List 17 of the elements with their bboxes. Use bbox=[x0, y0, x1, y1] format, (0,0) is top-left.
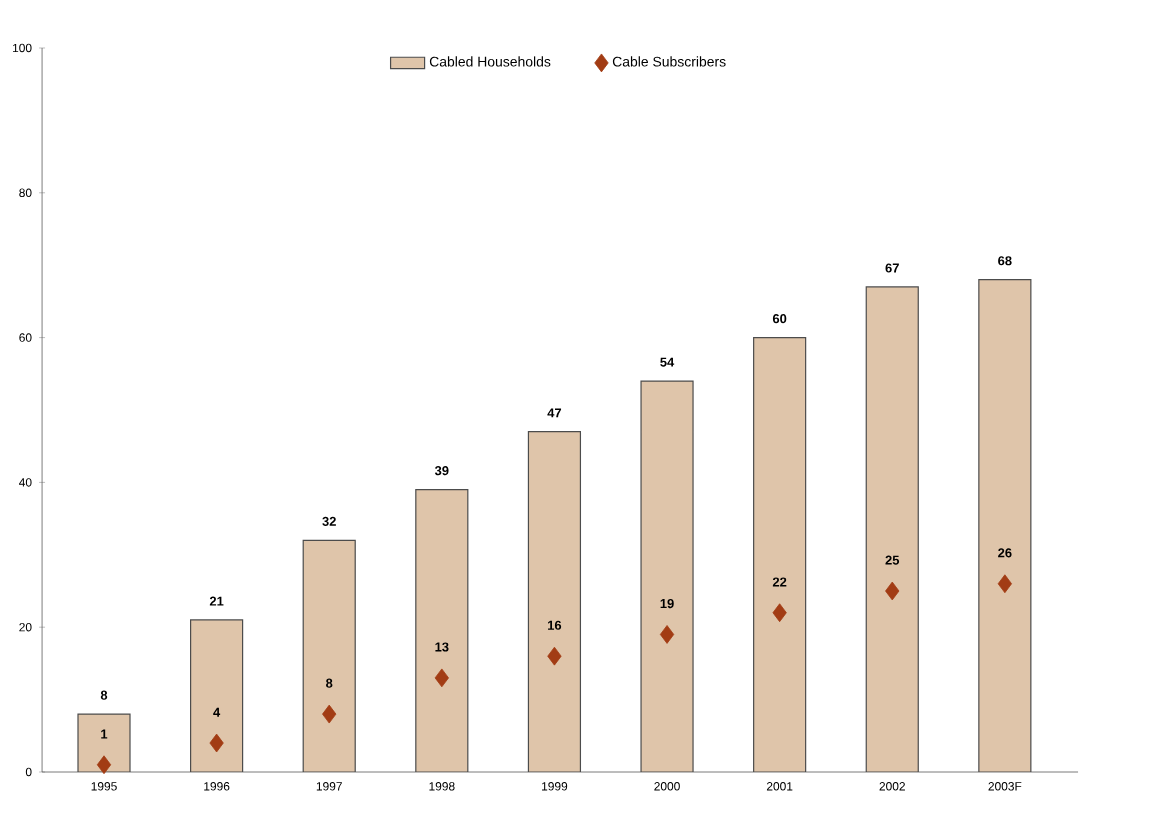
point bbox=[997, 574, 1012, 594]
point bbox=[772, 603, 787, 623]
point bbox=[659, 625, 675, 644]
point bbox=[322, 704, 337, 724]
bar bbox=[865, 286, 919, 772]
bar bbox=[415, 489, 469, 772]
point bbox=[96, 755, 112, 775]
bar bbox=[527, 431, 582, 772]
bar bbox=[978, 279, 1032, 772]
bar bbox=[640, 380, 694, 772]
point bbox=[209, 733, 224, 753]
bar bbox=[753, 336, 807, 772]
bar bbox=[190, 619, 244, 772]
point bbox=[885, 581, 900, 601]
point bbox=[434, 668, 449, 688]
bar bbox=[302, 539, 356, 772]
point bbox=[547, 646, 562, 666]
